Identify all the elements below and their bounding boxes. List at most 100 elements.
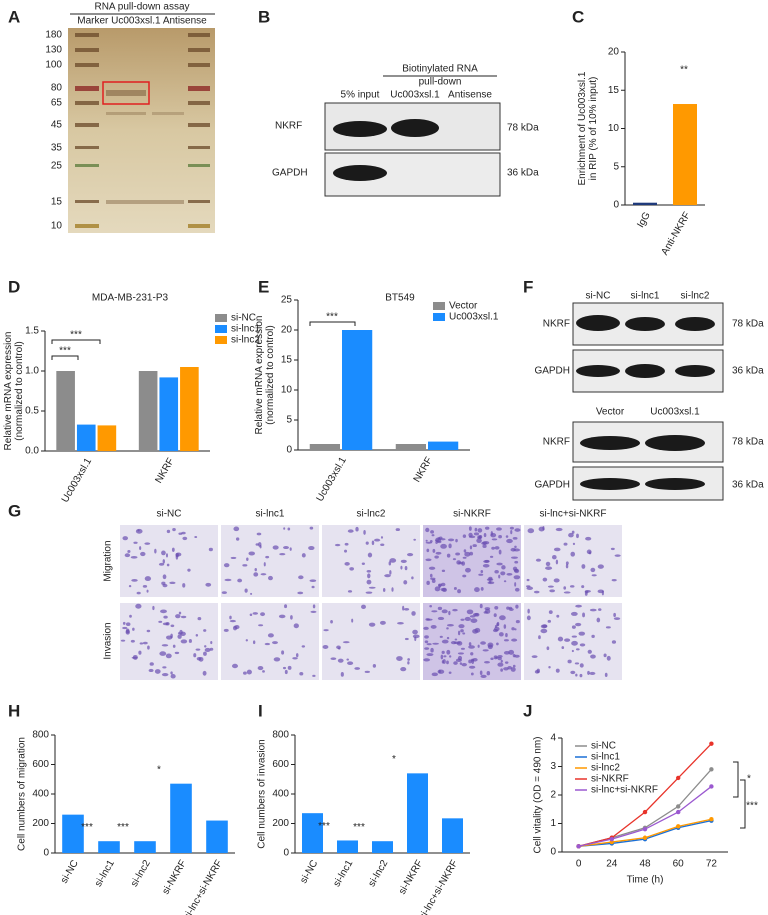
cell — [404, 565, 408, 571]
row-label: Migration — [103, 540, 114, 581]
cell — [223, 628, 229, 632]
cell — [470, 658, 475, 662]
cell — [449, 655, 452, 658]
cell — [496, 562, 503, 566]
cell — [163, 615, 168, 619]
bands — [576, 315, 715, 490]
cell — [500, 668, 504, 672]
cell — [442, 659, 446, 664]
cell — [546, 646, 550, 651]
legend-label: si-lnc1 — [591, 752, 620, 763]
cell — [547, 619, 552, 623]
cell — [154, 669, 161, 674]
cell — [551, 555, 557, 560]
cell — [462, 574, 467, 578]
panel-label: G — [8, 501, 21, 520]
lane-label: Vector — [596, 407, 625, 418]
micrographs — [120, 525, 622, 680]
cell — [120, 639, 126, 642]
cell — [283, 546, 290, 550]
cell — [174, 651, 180, 655]
cell — [481, 541, 488, 545]
cell — [400, 565, 403, 570]
cell — [468, 642, 472, 646]
cell — [547, 585, 554, 588]
cell — [531, 655, 538, 658]
cell — [557, 636, 564, 642]
cell — [581, 585, 585, 589]
highlight-box — [102, 81, 150, 105]
bar — [98, 841, 120, 853]
cell — [204, 647, 211, 653]
cell — [613, 617, 621, 621]
cell — [506, 606, 510, 610]
cell — [613, 612, 616, 618]
cell — [432, 548, 436, 553]
cell — [295, 653, 299, 658]
cell — [506, 538, 513, 544]
marker-label: 10 — [51, 221, 63, 232]
cell — [446, 627, 449, 630]
cell — [589, 671, 596, 675]
cell — [158, 562, 165, 566]
cell — [182, 536, 188, 541]
x-tick-label: si-NC — [298, 858, 320, 885]
marker-label: 80 — [51, 83, 63, 94]
cell — [161, 644, 169, 647]
cell — [515, 604, 519, 609]
marker-label: 25 — [51, 161, 63, 172]
cell — [479, 670, 483, 676]
cell — [425, 527, 430, 533]
cell — [129, 614, 132, 618]
cell — [496, 527, 502, 531]
cell — [494, 570, 499, 574]
cell — [468, 526, 472, 531]
cell — [284, 669, 288, 675]
cell — [575, 648, 580, 651]
cell — [503, 624, 507, 629]
cell — [188, 638, 192, 643]
cell — [597, 589, 604, 594]
marker — [676, 775, 681, 781]
cell — [488, 580, 492, 584]
cell — [233, 526, 240, 532]
cell — [604, 672, 608, 678]
cell — [468, 645, 475, 649]
cell — [235, 537, 240, 541]
cell — [542, 577, 548, 582]
y-tick-label: 800 — [32, 730, 49, 741]
lane-label: 5% input — [341, 90, 380, 101]
cell — [482, 563, 490, 568]
cell — [146, 629, 151, 633]
cell — [428, 566, 436, 570]
cell — [252, 640, 256, 645]
cell — [346, 658, 349, 661]
cell — [563, 586, 567, 590]
cell — [403, 580, 408, 585]
cell — [484, 559, 490, 563]
bar — [309, 444, 340, 450]
cell — [330, 619, 333, 624]
cell — [515, 619, 520, 624]
cell — [175, 614, 181, 619]
row-label: NKRF — [275, 121, 302, 132]
cell — [349, 567, 355, 571]
cell — [567, 659, 572, 664]
cell — [388, 561, 392, 566]
marker — [709, 817, 714, 822]
cell — [473, 532, 480, 536]
y-tick-label: 0 — [43, 848, 49, 859]
cell — [344, 542, 349, 546]
cell — [344, 562, 350, 566]
panel-label: J — [523, 701, 532, 720]
bar — [159, 377, 179, 451]
bar — [442, 818, 463, 853]
cell — [508, 649, 515, 655]
bar — [206, 820, 228, 853]
cell — [556, 614, 560, 618]
x-tick-label: IgG — [635, 210, 653, 230]
cell — [498, 574, 501, 579]
cell — [432, 642, 439, 645]
cell — [605, 626, 611, 629]
cell — [561, 646, 565, 650]
